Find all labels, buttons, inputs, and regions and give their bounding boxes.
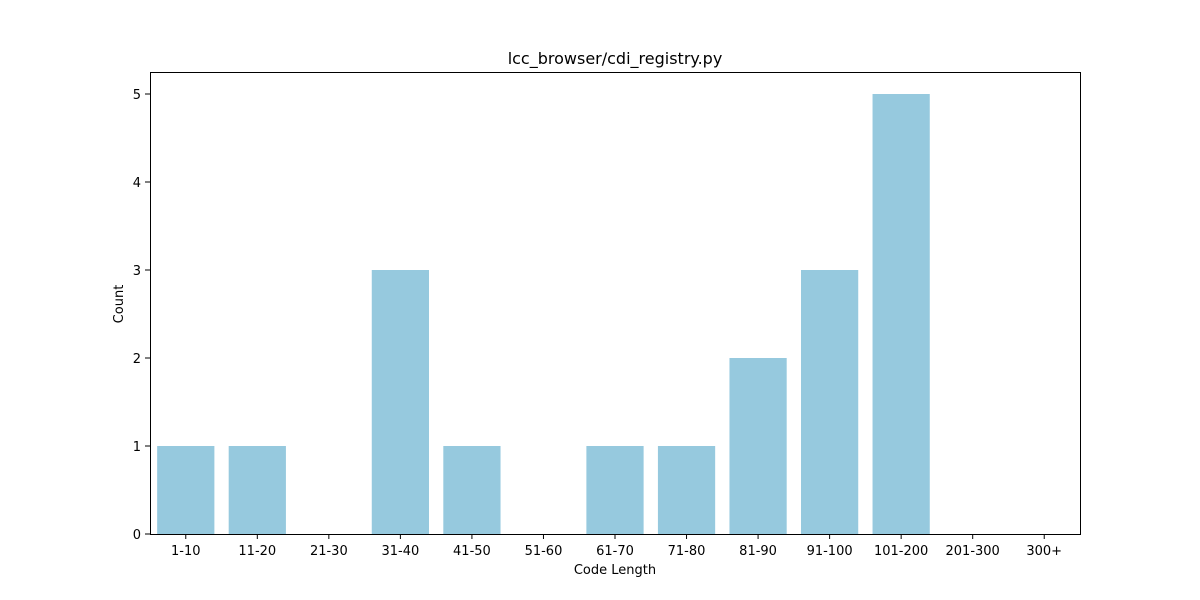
bar-81-90 — [729, 358, 787, 534]
y-axis-ticks: 0 1 2 3 4 5 — [133, 88, 150, 543]
x-tick-label: 1-10 — [171, 544, 201, 559]
x-axis-ticks: 1-10 11-20 21-30 31-40 41-50 51-60 61-70 71-80 8… — [171, 534, 1062, 559]
x-tick-label: 31-40 — [381, 544, 419, 559]
bar-91-100 — [801, 270, 859, 534]
bar-1-10 — [157, 446, 215, 534]
bar-41-50 — [443, 446, 501, 534]
bar-31-40 — [371, 270, 429, 534]
x-tick-label: 101-200 — [874, 544, 928, 559]
y-tick-label: 1 — [133, 440, 141, 455]
x-tick-label: 51-60 — [525, 544, 563, 559]
bar-61-70 — [586, 446, 644, 534]
y-tick-label: 4 — [133, 176, 141, 191]
x-axis-label: Code Length — [574, 563, 656, 578]
x-tick-label: 61-70 — [596, 544, 634, 559]
y-tick-label: 2 — [133, 352, 141, 367]
x-tick-label: 81-90 — [739, 544, 777, 559]
chart-title: lcc_browser/cdi_registry.py — [508, 49, 723, 69]
x-tick-label: 41-50 — [453, 544, 491, 559]
x-tick-label: 91-100 — [807, 544, 853, 559]
bars-group — [157, 94, 930, 534]
y-tick-label: 0 — [133, 528, 141, 543]
plot-frame — [150, 72, 1081, 535]
x-tick-label: 300+ — [1026, 544, 1062, 559]
x-tick-label: 21-30 — [310, 544, 348, 559]
y-tick-label: 5 — [133, 88, 141, 103]
x-tick-label: 11-20 — [238, 544, 276, 559]
y-tick-label: 3 — [133, 264, 141, 279]
x-tick-label: 71-80 — [668, 544, 706, 559]
y-axis-label: Count — [112, 285, 127, 324]
x-tick-label: 201-300 — [946, 544, 1000, 559]
bar-11-20 — [228, 446, 286, 534]
bar-71-80 — [657, 446, 716, 534]
bar-101-200 — [872, 94, 930, 534]
